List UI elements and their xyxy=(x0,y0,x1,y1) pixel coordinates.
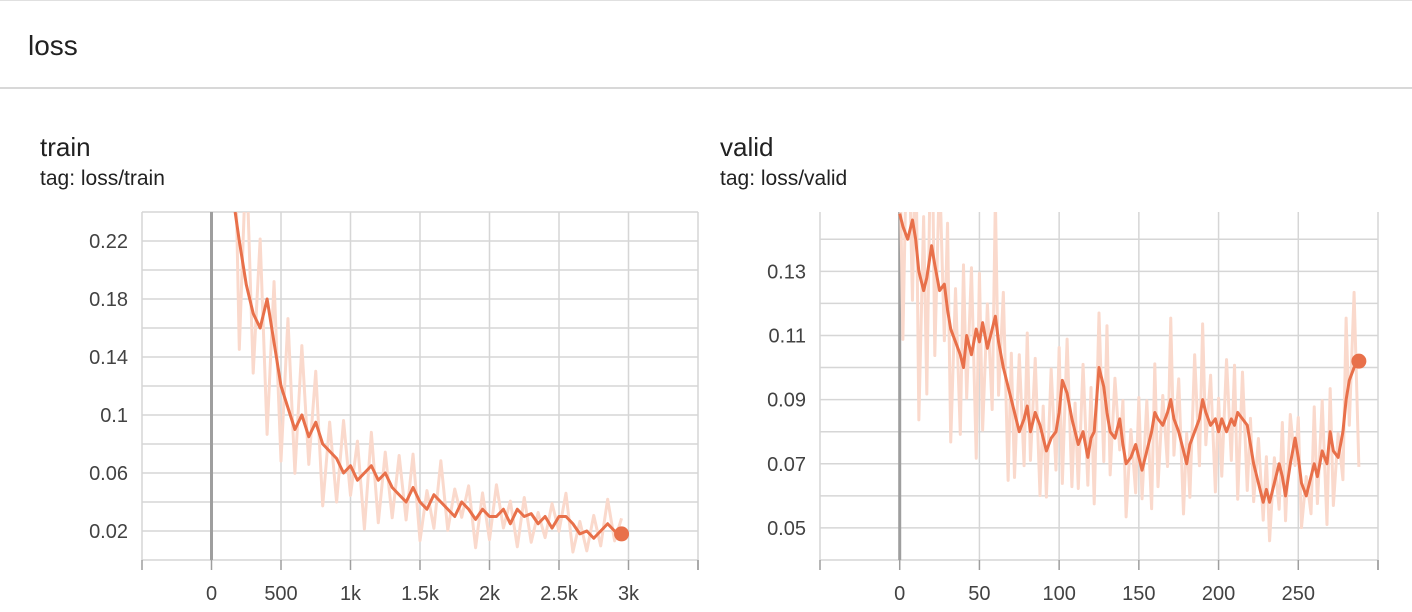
x-tick-label: 500 xyxy=(264,583,297,605)
chart-tag: tag: loss/train xyxy=(40,167,165,190)
last-point-marker xyxy=(614,526,630,542)
x-tick-label: 250 xyxy=(1282,583,1315,605)
last-point-marker xyxy=(1351,353,1367,369)
y-tick-label: 0.06 xyxy=(89,463,128,485)
chart-title: valid xyxy=(720,132,774,162)
chart-tag: tag: loss/valid xyxy=(720,167,848,190)
train-loss-chart[interactable]: 0.02 0.06 0.1 0.14 0.18 0.22 0 500 1k 1.5k 2k 2.5k 3… xyxy=(40,120,710,612)
y-tick-label: 0.02 xyxy=(89,521,128,543)
y-tick-label: 0.07 xyxy=(767,454,806,476)
raw-series-line xyxy=(235,212,623,554)
y-tick-label: 0.09 xyxy=(767,390,806,412)
group-title: loss xyxy=(28,30,78,61)
x-tick-label: 3k xyxy=(618,583,640,605)
series-group xyxy=(233,212,623,554)
y-tick-label: 0.1 xyxy=(100,405,128,427)
raw-series-line xyxy=(899,212,1361,543)
x-tick-label: 1.5k xyxy=(401,583,440,605)
x-tick-label: 2.5k xyxy=(540,583,579,605)
x-tick-label: 200 xyxy=(1202,583,1235,605)
x-tick-label: 0 xyxy=(894,583,905,605)
y-tick-label: 0.18 xyxy=(89,289,128,311)
y-tick-label: 0.05 xyxy=(767,518,806,540)
valid-loss-chart[interactable]: 0.05 0.07 0.09 0.11 0.13 0 50 100 150 200 250 xyxy=(720,120,1400,612)
x-tick-label: 150 xyxy=(1122,583,1155,605)
x-tick-label: 1k xyxy=(340,583,362,605)
chart-card-train: train tag: loss/train 0.02 0.06 0.1 0.14 0.1… xyxy=(40,120,710,612)
smoothed-series-line xyxy=(898,213,1361,504)
x-tick-label: 100 xyxy=(1042,583,1075,605)
chart-title: train xyxy=(40,132,91,162)
x-tick-label: 2k xyxy=(479,583,501,605)
x-tick-label: 50 xyxy=(968,583,990,605)
chart-card-valid: valid tag: loss/valid 0.05 0.07 0.09 0.11 0.… xyxy=(720,120,1400,612)
y-tick-label: 0.11 xyxy=(769,325,806,347)
group-header[interactable]: loss xyxy=(0,0,1412,89)
smoothed-series-line xyxy=(233,212,623,540)
y-tick-label: 0.13 xyxy=(767,261,806,283)
y-tick-label: 0.22 xyxy=(89,231,128,253)
y-tick-label: 0.14 xyxy=(89,347,128,369)
series-group xyxy=(898,212,1361,543)
x-tick-label: 0 xyxy=(206,583,217,605)
